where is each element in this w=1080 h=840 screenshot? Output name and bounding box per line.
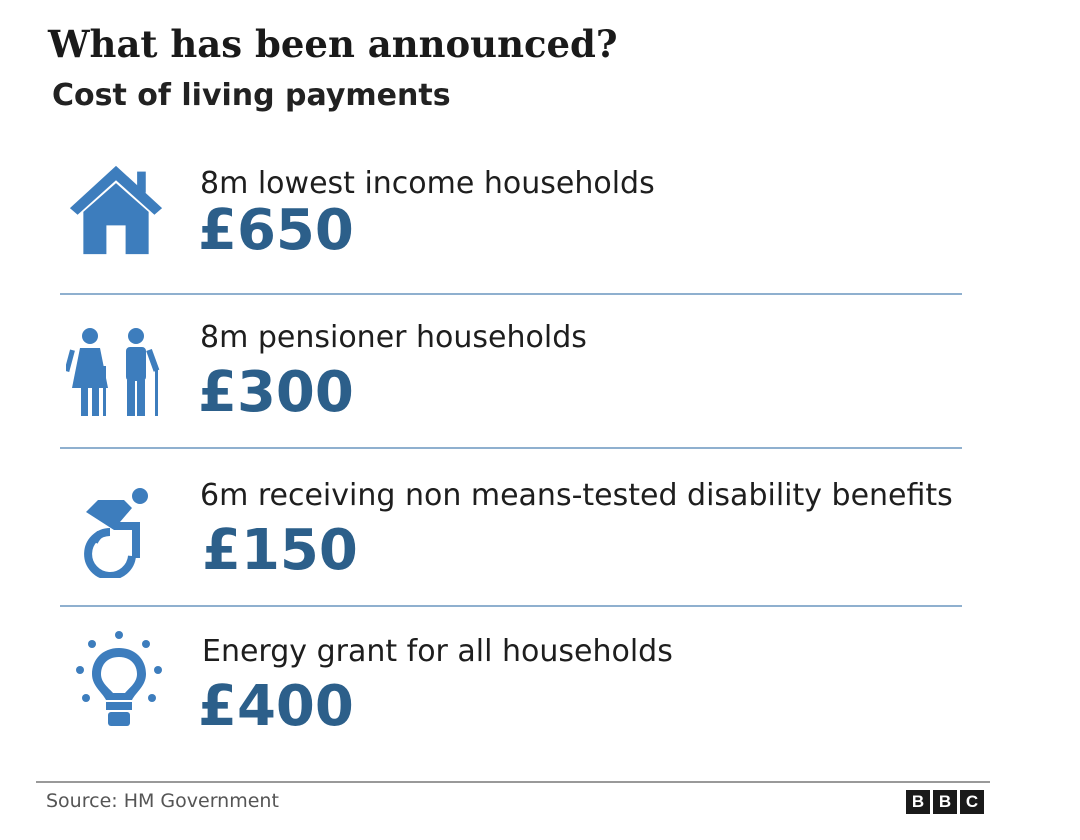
payment-row-pensioners: 8m pensioner households £300 [60, 318, 962, 428]
logo-letter: C [960, 790, 984, 814]
payment-amount: £650 [198, 198, 354, 263]
divider [60, 293, 962, 295]
payment-label: 6m receiving non means-tested disability… [200, 478, 953, 513]
payment-amount: £300 [198, 360, 354, 425]
payment-label: Energy grant for all households [202, 634, 673, 669]
page-title: What has been announced? [48, 22, 618, 66]
pensioners-icon [66, 326, 166, 418]
bbc-logo: B B C [906, 790, 984, 814]
payment-amount: £150 [202, 518, 358, 583]
payment-row-energy: Energy grant for all households £400 [60, 630, 962, 740]
payment-amount: £400 [198, 674, 354, 739]
divider [60, 605, 962, 607]
lightbulb-icon [74, 630, 164, 730]
payment-row-lowest-income: 8m lowest income households £650 [60, 160, 962, 270]
footer-divider [36, 781, 990, 783]
page-subtitle: Cost of living payments [52, 78, 451, 113]
wheelchair-icon [80, 486, 156, 578]
payment-label: 8m pensioner households [200, 320, 587, 355]
payment-label: 8m lowest income households [200, 166, 655, 201]
logo-letter: B [906, 790, 930, 814]
divider [60, 447, 962, 449]
payment-row-disability: 6m receiving non means-tested disability… [60, 474, 962, 584]
logo-letter: B [933, 790, 957, 814]
house-icon [68, 162, 164, 258]
source-note: Source: HM Government [46, 790, 279, 812]
